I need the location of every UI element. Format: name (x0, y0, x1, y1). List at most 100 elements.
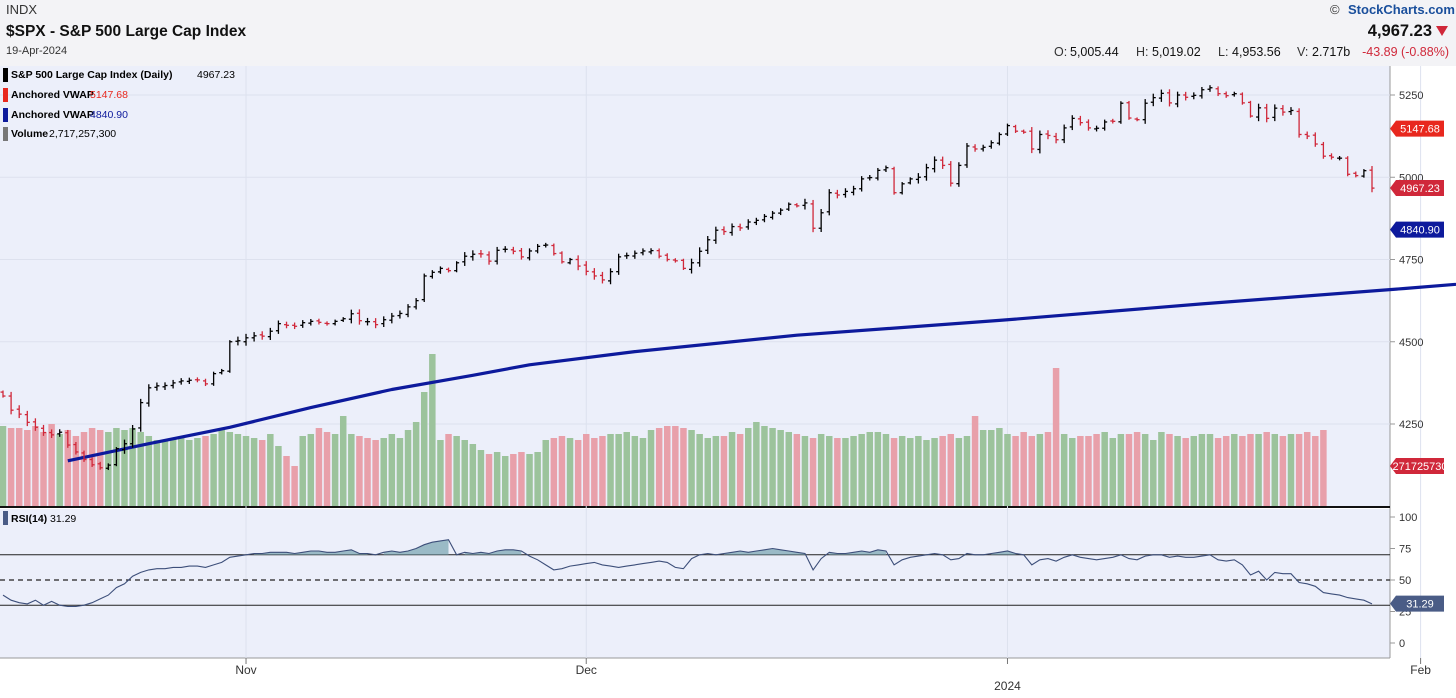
ohlc-bar (429, 270, 435, 279)
ohlc-bar (1207, 85, 1213, 92)
volume-bar (161, 440, 169, 506)
ohlc-bar (49, 429, 55, 439)
volume-bar (283, 456, 290, 506)
ohlc-bar (1021, 129, 1027, 134)
x-tick-label: Feb (1410, 663, 1431, 677)
ohlc-bar (105, 463, 111, 471)
y-tick-label: 4250 (1399, 419, 1423, 431)
volume-bar (809, 438, 817, 506)
volume-bar (761, 426, 768, 506)
tag-close-text: 4967.23 (1400, 183, 1440, 195)
ohlc-bar (65, 429, 71, 448)
legend-value-rsi: 31.29 (50, 513, 76, 525)
tag-vwap-low-shape (1390, 221, 1444, 238)
ohlc-bar (365, 317, 371, 326)
ohlc-bar (1094, 125, 1100, 132)
volume-bar (1174, 436, 1181, 506)
chart-date: 19-Apr-2024 (6, 45, 67, 57)
tag-vwap-low-text: 4840.90 (1400, 225, 1440, 237)
ohlc-bar (1175, 91, 1181, 108)
volume-bar (558, 436, 566, 506)
ohlc-bar (705, 236, 711, 255)
vwap-low-line (67, 282, 1456, 463)
ohlc-bar (559, 251, 565, 264)
ohlc-bar (753, 217, 759, 226)
volume-bar (129, 428, 136, 506)
volume-bar (48, 424, 55, 506)
ohlc-bar (761, 214, 767, 223)
ohlc-bar (1296, 108, 1302, 138)
volume-bar (785, 432, 792, 506)
rsi-panel (0, 509, 1390, 658)
ohlc-bar (154, 382, 160, 391)
tag-volume: 271725730 (1390, 458, 1448, 474)
x-tick-label: 2024 (994, 679, 1021, 693)
volume-bar (1044, 432, 1052, 506)
rsi-tick-label: 75 (1399, 544, 1411, 556)
ohlc-bar (1223, 91, 1229, 98)
volume-bar (720, 436, 728, 506)
volume-bar (1101, 432, 1108, 506)
ohlc-bar (640, 248, 646, 256)
volume-bar (1271, 434, 1279, 506)
volume-bar (801, 436, 809, 506)
volume-bar (518, 452, 525, 506)
volume-bar (404, 430, 412, 506)
volume-bar (194, 438, 201, 506)
ohlc-bar (1142, 99, 1148, 124)
volume-bar (88, 428, 96, 506)
ohlc-bar (1150, 93, 1156, 107)
ohlc-bar (478, 249, 484, 258)
ohlc-bar (340, 317, 346, 322)
ohlc-bar (57, 429, 63, 437)
ohlc-bar (1029, 127, 1035, 154)
volume-bar (429, 354, 436, 506)
tag-rsi-shape (1390, 595, 1444, 612)
ohlc-bar (348, 309, 354, 324)
volume-bar (550, 438, 558, 506)
ohlc-bar (24, 410, 30, 427)
tag-vwap-high-text: 5147.68 (1400, 124, 1440, 136)
ohlc-bar (454, 261, 460, 273)
volume-bar (696, 434, 703, 506)
ohlc-bar (1312, 132, 1318, 147)
ohlc-bar (899, 182, 905, 195)
vwap-lines (67, 282, 1456, 463)
volume-bar (0, 426, 7, 506)
ohlc-bar (1328, 153, 1334, 160)
ohlc-bar (1085, 119, 1091, 131)
header-background (0, 0, 1456, 66)
ohlc-bar (243, 333, 249, 346)
ohlc-bar (170, 379, 176, 389)
ohlc-bar (721, 226, 727, 235)
volume-bar (996, 428, 1003, 506)
y-tick-label: 4500 (1399, 337, 1423, 349)
ohlc-bar (227, 340, 233, 373)
exchange-label: INDX (6, 2, 37, 17)
ohlc-bar (462, 252, 468, 266)
ohlc-bar (672, 258, 678, 263)
legend-label-price: S&P 500 Large Cap Index (Daily) (11, 69, 172, 81)
volume-bar (1141, 434, 1149, 506)
volume-bar (169, 438, 177, 506)
volume-bar (736, 434, 744, 506)
volume-bar (1125, 434, 1133, 506)
ohlc-bar (915, 173, 921, 184)
ohlc-bar (680, 258, 686, 270)
ohlc-bar (16, 405, 22, 419)
ohlc-bar (842, 188, 848, 198)
ohlc-bar (356, 309, 362, 325)
x-tick-label: Dec (576, 663, 597, 677)
volume-bar (445, 434, 452, 506)
legend-item-vwap-high: Anchored VWAP 5147.68 (3, 88, 128, 102)
volume-bar (24, 430, 31, 506)
tag-rsi-text: 31.29 (1406, 599, 1434, 611)
ohlc-bar (778, 208, 784, 216)
volume-bar (1320, 430, 1327, 506)
ohlc-bar (826, 189, 832, 216)
tag-close: 4967.23 (1390, 180, 1444, 197)
ohlc-bar (1166, 89, 1172, 107)
volume-bar (931, 438, 938, 506)
brand-logo[interactable]: StockCharts.com (1348, 2, 1455, 17)
